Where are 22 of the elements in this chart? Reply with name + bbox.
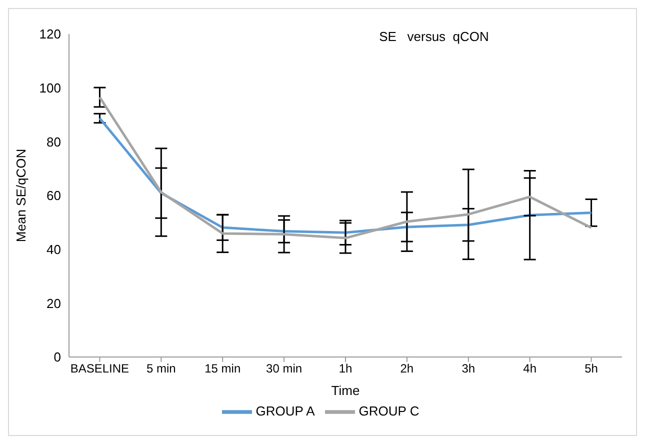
x-axis-title: Time xyxy=(331,383,360,398)
chart-title: SE versus qCON xyxy=(378,29,490,44)
y-tick-label: 20 xyxy=(46,296,61,311)
x-tick-label: 3h xyxy=(462,362,476,376)
x-tick-label: 15 min xyxy=(204,362,241,376)
x-tick-label: 4h xyxy=(523,362,537,376)
y-tick-label: 0 xyxy=(54,350,61,365)
y-axis-title: Mean SE/qCON xyxy=(14,148,29,242)
y-tick-label: 120 xyxy=(39,26,61,42)
legend-label: GROUP C xyxy=(358,403,420,418)
y-tick-label: 80 xyxy=(46,134,61,150)
y-tick-label: 60 xyxy=(46,188,61,204)
y-tick-label: 100 xyxy=(39,80,61,96)
x-tick-label: 5h xyxy=(584,362,598,376)
x-tick-label: 5 min xyxy=(146,362,176,376)
x-tick-label: 1h xyxy=(338,362,352,376)
line-series xyxy=(98,96,593,240)
x-tick-label: 2h xyxy=(400,362,414,376)
x-tick-label: 30 min xyxy=(266,362,302,376)
y-tick-label: 40 xyxy=(46,242,61,257)
legend-label: GROUP A xyxy=(256,403,315,418)
x-tick-label: BASELINE xyxy=(70,362,130,376)
